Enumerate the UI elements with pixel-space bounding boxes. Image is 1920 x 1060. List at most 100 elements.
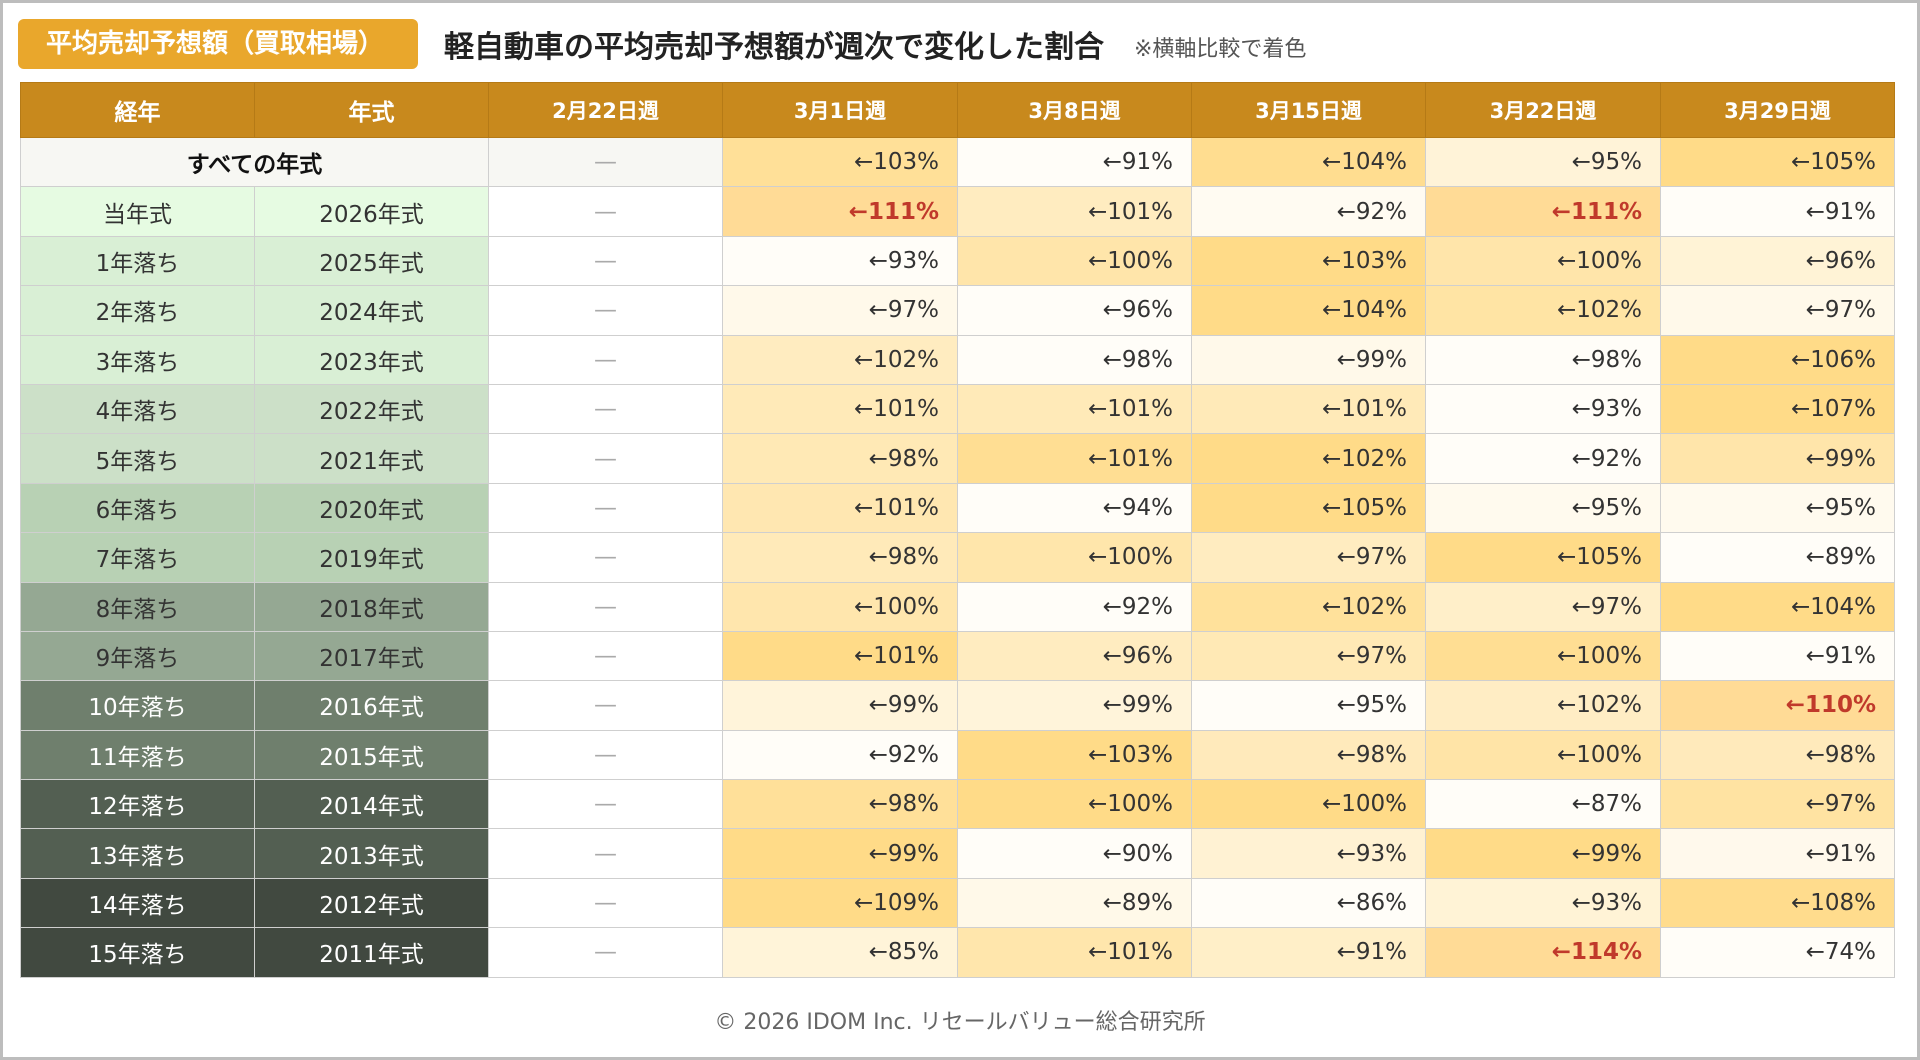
baseline-dash-cell: —	[488, 383, 723, 435]
row-label-year: 2023年式	[254, 334, 489, 385]
row-label-year: 2015年式	[254, 729, 489, 781]
row-label-year: 2025年式	[254, 235, 489, 287]
value-cell: ←97%	[1660, 285, 1895, 336]
baseline-dash-cell: —	[488, 433, 723, 484]
value-cell: ←100%	[1425, 729, 1661, 781]
value-cell: ←94%	[957, 482, 1192, 534]
value-cell: ←95%	[1425, 136, 1661, 188]
table-row: 10年落ち 2016年式 — ←99% ←99% ←95% ←102% ←110%	[20, 680, 1895, 731]
value-cell: ←97%	[1660, 779, 1895, 830]
table-row: 12年落ち 2014年式 — ←98% ←100% ←100% ←87% ←97%	[20, 779, 1895, 830]
value-cell: ←98%	[1660, 729, 1895, 781]
row-label-year: 2022年式	[254, 383, 489, 435]
value-cell: ←86%	[1191, 877, 1426, 929]
value-cell: ←89%	[957, 877, 1192, 929]
column-header: 経年	[20, 82, 255, 138]
row-label-age: 8年落ち	[20, 581, 255, 632]
value-cell: ←90%	[957, 828, 1192, 879]
table-row: 当年式 2026年式 — ←111% ←101% ←92% ←111% ←91%	[20, 186, 1895, 237]
row-label-age: 9年落ち	[20, 630, 255, 682]
row-label-age: 6年落ち	[20, 482, 255, 534]
column-header: 3月15日週	[1191, 82, 1426, 138]
value-cell: ←98%	[957, 334, 1192, 385]
table-row: 9年落ち 2017年式 — ←101% ←96% ←97% ←100% ←91%	[20, 630, 1895, 682]
value-cell: ←101%	[957, 383, 1192, 435]
table-row: 11年落ち 2015年式 — ←92% ←103% ←98% ←100% ←98%	[20, 729, 1895, 781]
value-cell: ←101%	[957, 186, 1192, 237]
value-cell: ←99%	[1425, 828, 1661, 879]
row-label-year: 2013年式	[254, 828, 489, 879]
value-cell: ←98%	[722, 433, 958, 484]
value-cell: ←96%	[957, 630, 1192, 682]
chart-title: 軽自動車の平均売却予想額が週次で変化した割合	[444, 30, 1104, 65]
value-cell: ←111%	[1425, 186, 1661, 237]
baseline-dash-cell: —	[488, 779, 723, 830]
baseline-dash-cell: —	[488, 186, 723, 237]
row-label-age: 11年落ち	[20, 729, 255, 781]
table-row: 5年落ち 2021年式 — ←98% ←101% ←102% ←92% ←99%	[20, 433, 1895, 484]
value-cell: ←87%	[1425, 779, 1661, 830]
value-cell: ←103%	[1191, 235, 1426, 287]
baseline-dash-cell: —	[488, 828, 723, 879]
column-header: 2月22日週	[488, 82, 723, 138]
value-cell: ←100%	[957, 235, 1192, 287]
table-row: 15年落ち 2011年式 — ←85% ←101% ←91% ←114% ←74%	[20, 927, 1895, 978]
value-cell: ←97%	[1191, 532, 1426, 583]
table-row: 6年落ち 2020年式 — ←101% ←94% ←105% ←95% ←95%	[20, 482, 1895, 534]
table-row: 8年落ち 2018年式 — ←100% ←92% ←102% ←97% ←104%	[20, 581, 1895, 632]
value-cell: ←95%	[1425, 482, 1661, 534]
value-cell: ←104%	[1191, 136, 1426, 188]
value-cell: ←100%	[1425, 630, 1661, 682]
value-cell: ←101%	[722, 630, 958, 682]
row-label-all: すべての年式	[20, 136, 489, 188]
baseline-dash-cell: —	[488, 482, 723, 534]
row-label-year: 2024年式	[254, 285, 489, 336]
table-row: 3年落ち 2023年式 — ←102% ←98% ←99% ←98% ←106%	[20, 334, 1895, 385]
value-cell: ←92%	[957, 581, 1192, 632]
value-cell: ←99%	[1660, 433, 1895, 484]
header: 平均売却予想額（買取相場） 軽自動車の平均売却予想額が週次で変化した割合 ※横軸…	[18, 18, 1306, 70]
value-cell: ←110%	[1660, 680, 1895, 731]
value-cell: ←91%	[1191, 927, 1426, 978]
value-cell: ←100%	[1425, 235, 1661, 287]
row-label-age: 7年落ち	[20, 532, 255, 583]
table-row: 13年落ち 2013年式 — ←99% ←90% ←93% ←99% ←91%	[20, 828, 1895, 879]
row-label-age: 13年落ち	[20, 828, 255, 879]
value-cell: ←98%	[722, 779, 958, 830]
row-label-year: 2026年式	[254, 186, 489, 237]
value-cell: ←102%	[1425, 285, 1661, 336]
row-label-year: 2017年式	[254, 630, 489, 682]
value-cell: ←91%	[1660, 630, 1895, 682]
row-label-year: 2021年式	[254, 433, 489, 484]
value-cell: ←102%	[1425, 680, 1661, 731]
value-cell: ←98%	[1191, 729, 1426, 781]
value-cell: ←105%	[1191, 482, 1426, 534]
value-cell: ←100%	[957, 532, 1192, 583]
value-cell: ←91%	[1660, 828, 1895, 879]
baseline-dash-cell: —	[488, 334, 723, 385]
value-cell: ←93%	[1425, 383, 1661, 435]
value-cell: ←111%	[722, 186, 958, 237]
value-cell: ←93%	[722, 235, 958, 287]
value-cell: ←92%	[1191, 186, 1426, 237]
value-cell: ←95%	[1660, 482, 1895, 534]
row-label-age: 1年落ち	[20, 235, 255, 287]
value-cell: ←96%	[957, 285, 1192, 336]
table-row: 14年落ち 2012年式 — ←109% ←89% ←86% ←93% ←108%	[20, 877, 1895, 929]
value-cell: ←103%	[957, 729, 1192, 781]
value-cell: ←101%	[957, 927, 1192, 978]
value-cell: ←99%	[957, 680, 1192, 731]
value-cell: ←100%	[1191, 779, 1426, 830]
value-cell: ←101%	[722, 482, 958, 534]
value-cell: ←96%	[1660, 235, 1895, 287]
row-label-age: 当年式	[20, 186, 255, 237]
baseline-dash-cell: —	[488, 729, 723, 781]
value-cell: ←97%	[1191, 630, 1426, 682]
column-header: 3月29日週	[1660, 82, 1895, 138]
row-label-age: 2年落ち	[20, 285, 255, 336]
value-cell: ←91%	[957, 136, 1192, 188]
value-cell: ←102%	[1191, 581, 1426, 632]
value-cell: ←97%	[1425, 581, 1661, 632]
row-label-age: 14年落ち	[20, 877, 255, 929]
value-cell: ←93%	[1425, 877, 1661, 929]
